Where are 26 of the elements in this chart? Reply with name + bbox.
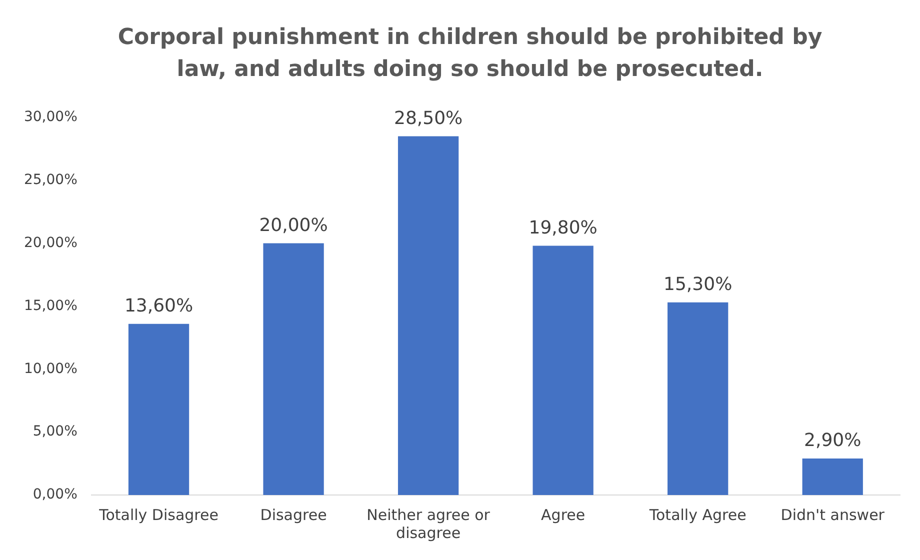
bar bbox=[668, 302, 728, 495]
x-tick-label: Neither agree or disagree bbox=[366, 506, 491, 542]
bar bbox=[802, 458, 863, 495]
bar bbox=[532, 246, 594, 495]
data-label: 15,30% bbox=[664, 274, 732, 296]
y-tick-label: 15,00% bbox=[24, 298, 78, 314]
y-tick-label: 20,00% bbox=[24, 234, 78, 251]
x-tick-label: Agree bbox=[541, 506, 586, 524]
chart-title: Corporal punishment in children should be prohibited by law, and adults doing so should be prosecuted. bbox=[116, 24, 824, 84]
data-label: 28,50% bbox=[394, 108, 463, 129]
x-tick-label: Totally Disagree bbox=[98, 506, 218, 524]
x-tick-label: Disagree bbox=[260, 506, 327, 524]
bar bbox=[398, 136, 459, 495]
y-tick-label: 30,00% bbox=[24, 109, 78, 126]
y-tick-label: 0,00% bbox=[32, 486, 78, 503]
data-label: 13,60% bbox=[124, 295, 194, 316]
data-label: 19,80% bbox=[528, 217, 598, 238]
y-tick-label: 10,00% bbox=[24, 360, 78, 377]
data-label: 20,00% bbox=[259, 214, 328, 236]
bar bbox=[128, 324, 190, 495]
y-tick-label: 25,00% bbox=[24, 172, 78, 188]
x-tick-label: Totally Agree bbox=[648, 506, 746, 524]
y-tick-label: 5,00% bbox=[32, 424, 78, 440]
x-tick-label: Didn't answer bbox=[780, 506, 886, 524]
bar bbox=[263, 243, 324, 495]
data-label: 2,90% bbox=[804, 430, 862, 452]
